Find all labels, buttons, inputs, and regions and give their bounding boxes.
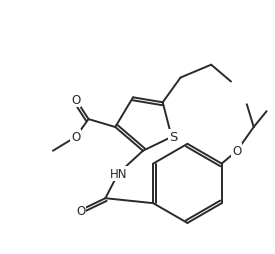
Text: HN: HN	[109, 167, 127, 180]
Text: O: O	[71, 93, 80, 106]
Text: S: S	[169, 131, 178, 144]
Text: O: O	[232, 145, 241, 158]
Text: O: O	[71, 131, 80, 144]
Text: O: O	[76, 204, 85, 217]
